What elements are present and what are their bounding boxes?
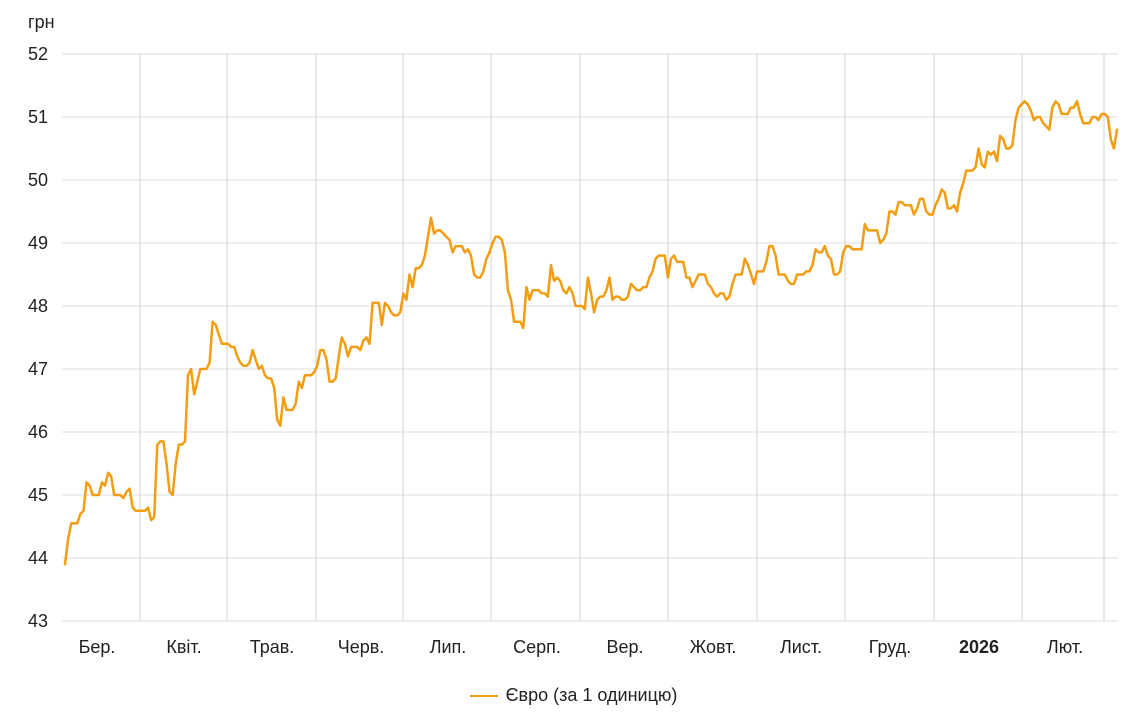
x-tick-label: Лип. xyxy=(430,637,467,657)
x-axis-ticks: Бер. Квіт. Трав. Черв. Лип. Серп. Вер. Жовт. Лис… xyxy=(79,637,1084,657)
y-tick-label: 45 xyxy=(28,485,48,505)
series-layer xyxy=(63,100,1119,566)
y-axis-label: грн xyxy=(28,12,55,32)
x-tick-label: 2026 xyxy=(959,637,999,657)
x-tick-label: Серп. xyxy=(513,637,561,657)
x-tick-label: Груд. xyxy=(869,637,911,657)
legend[interactable]: Євро (за 1 одиницю) xyxy=(0,685,1147,706)
vertical-gridlines xyxy=(139,54,1105,621)
x-tick-label: Лют. xyxy=(1047,637,1083,657)
y-tick-label: 44 xyxy=(28,548,48,568)
x-tick-label: Жовт. xyxy=(690,637,737,657)
y-tick-label: 49 xyxy=(28,233,48,253)
horizontal-gridlines xyxy=(62,53,1118,622)
y-tick-label: 46 xyxy=(28,422,48,442)
y-tick-label: 48 xyxy=(28,296,48,316)
y-tick-label: 43 xyxy=(28,611,48,631)
y-axis-ticks: 52 51 50 49 48 47 46 45 44 43 xyxy=(28,44,48,631)
legend-label: Євро (за 1 одиницю) xyxy=(505,685,678,705)
y-tick-label: 51 xyxy=(28,107,48,127)
legend-swatch xyxy=(469,694,498,697)
y-tick-label: 50 xyxy=(28,170,48,190)
x-tick-label: Квіт. xyxy=(166,637,201,657)
y-tick-label: 47 xyxy=(28,359,48,379)
x-tick-label: Черв. xyxy=(338,637,385,657)
y-tick-label: 52 xyxy=(28,44,48,64)
x-tick-label: Вер. xyxy=(606,637,643,657)
series-line-euro[interactable] xyxy=(63,100,1119,566)
x-tick-label: Лист. xyxy=(780,637,822,657)
x-tick-label: Бер. xyxy=(79,637,116,657)
x-tick-label: Трав. xyxy=(250,637,295,657)
